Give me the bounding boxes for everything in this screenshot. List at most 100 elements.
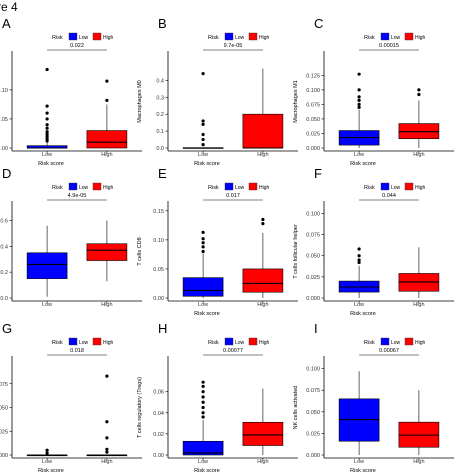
outlier-point: [201, 230, 205, 234]
x-tick-label: Low: [42, 459, 52, 465]
legend-title: Risk: [364, 185, 375, 191]
x-tick-label: High: [413, 459, 424, 465]
x-tick-label: Low: [198, 459, 208, 465]
outlier-point: [261, 222, 265, 226]
box-low: [182, 380, 224, 456]
panel-B: B Risk Low High 0.0 0.1 0.2 0.3 0.4 Macrophages M…: [137, 16, 298, 167]
box-low: [182, 230, 224, 298]
y-tick-label: 0.3: [156, 95, 164, 101]
y-tick-label: 0.025: [0, 429, 8, 435]
box: [182, 277, 224, 297]
outlier-point: [45, 137, 49, 141]
y-tick-label: 0.075: [306, 388, 320, 394]
legend-swatch: [404, 32, 414, 41]
outlier-point: [105, 447, 109, 451]
legend-label: Low: [235, 340, 245, 346]
legend-label: High: [103, 35, 114, 41]
outlier-point: [201, 119, 205, 123]
outlier-point: [357, 254, 361, 258]
y-tick-label: 0.4: [0, 244, 8, 250]
outlier-point: [201, 395, 205, 399]
box-low: [182, 72, 224, 149]
x-tick-label: Low: [42, 302, 52, 308]
x-axis-label: Risk score: [38, 161, 64, 167]
box: [182, 440, 224, 456]
outlier-point: [105, 374, 109, 378]
outlier-point: [357, 88, 361, 92]
y-tick-label: 0.050: [306, 410, 320, 416]
x-tick-label: High: [101, 459, 112, 465]
x-tick-label: Low: [198, 302, 208, 308]
x-tick-label: High: [101, 302, 112, 308]
legend-label: High: [259, 185, 270, 191]
outlier-point: [45, 67, 49, 72]
y-tick-label: 0.000: [306, 146, 320, 152]
outlier-point: [201, 380, 205, 384]
x-axis-label: Risk score: [350, 311, 376, 317]
y-tick-label: 0.02: [153, 432, 164, 438]
outlier-point: [357, 98, 361, 102]
legend-swatch: [92, 32, 102, 41]
panel-letter: H: [158, 321, 167, 336]
p-value-label: 0.017: [226, 193, 240, 199]
x-axis-label: Risk score: [350, 161, 376, 167]
outlier-point: [201, 72, 205, 76]
legend-label: High: [103, 185, 114, 191]
panel-G: GRiskLowHigh0.0000.0250.0500.075LowHighR…: [0, 321, 142, 474]
legend-label: Low: [235, 35, 245, 41]
outlier-point: [201, 405, 205, 410]
y-tick-label: 0.4: [156, 78, 164, 84]
y-tick-label: 0.125: [306, 73, 320, 79]
panel-F: F Risk Low High 0.000 0.025 0.050 0.075 0.100 T c…: [293, 166, 454, 317]
legend-label: Low: [79, 340, 89, 346]
y-tick-label: 0.1: [156, 129, 164, 135]
legend: Risk Low High: [364, 182, 426, 191]
x-axis-label: Risk score: [194, 468, 220, 474]
legend: Risk Low High: [364, 32, 426, 41]
legend-swatch: [248, 337, 258, 346]
outlier-point: [417, 88, 421, 92]
outlier-point: [105, 450, 109, 454]
legend-swatch: [224, 337, 234, 346]
legend-swatch: [68, 182, 78, 191]
outlier-point: [105, 98, 109, 102]
box-high: [242, 68, 284, 149]
y-tick-label: 0.05: [153, 267, 164, 273]
outlier-point: [105, 436, 109, 440]
y-axis-label: NK cells activated: [293, 386, 299, 430]
y-tick-label: 0.6: [0, 219, 8, 225]
y-tick-label: 0.025: [306, 275, 320, 281]
p-value-label: 0.018: [70, 348, 84, 354]
y-tick-label: 0.050: [306, 254, 320, 260]
y-tick-label: 0.075: [0, 382, 8, 388]
x-tick-label: High: [413, 302, 424, 308]
y-tick-label: 0.075: [306, 102, 320, 108]
y-tick-label: 0.000: [306, 453, 320, 459]
legend-swatch: [404, 337, 414, 346]
outlier-point: [261, 217, 265, 222]
y-tick-label: 0.2: [156, 112, 164, 118]
outlier-point: [45, 139, 49, 143]
outlier-point: [417, 92, 421, 97]
outlier-point: [201, 132, 205, 137]
legend-title: Risk: [208, 185, 219, 191]
box-high: [86, 79, 128, 149]
panel-E: E Risk Low High 0.00 0.05 0.10 0.15 T cells CD8 L…: [137, 166, 298, 317]
outlier-point: [357, 72, 361, 76]
panel-C: C Risk Low High 0.000 0.025 0.050 0.075 0.100 0.1…: [293, 16, 454, 167]
x-axis-label: Risk score: [38, 468, 64, 474]
outlier-point: [45, 123, 49, 127]
y-tick-label: 0.00: [153, 296, 164, 302]
panel-letter: A: [2, 16, 11, 31]
x-axis-label: Risk score: [194, 311, 220, 317]
legend-title: Risk: [208, 340, 219, 346]
box-low: [338, 72, 380, 148]
y-tick-label: 0.100: [306, 211, 320, 217]
box-low: [26, 225, 68, 297]
outlier-point: [45, 126, 49, 130]
legend-label: Low: [391, 35, 401, 41]
box: [398, 123, 440, 140]
outlier-point: [45, 117, 49, 121]
outlier-point: [201, 384, 205, 388]
